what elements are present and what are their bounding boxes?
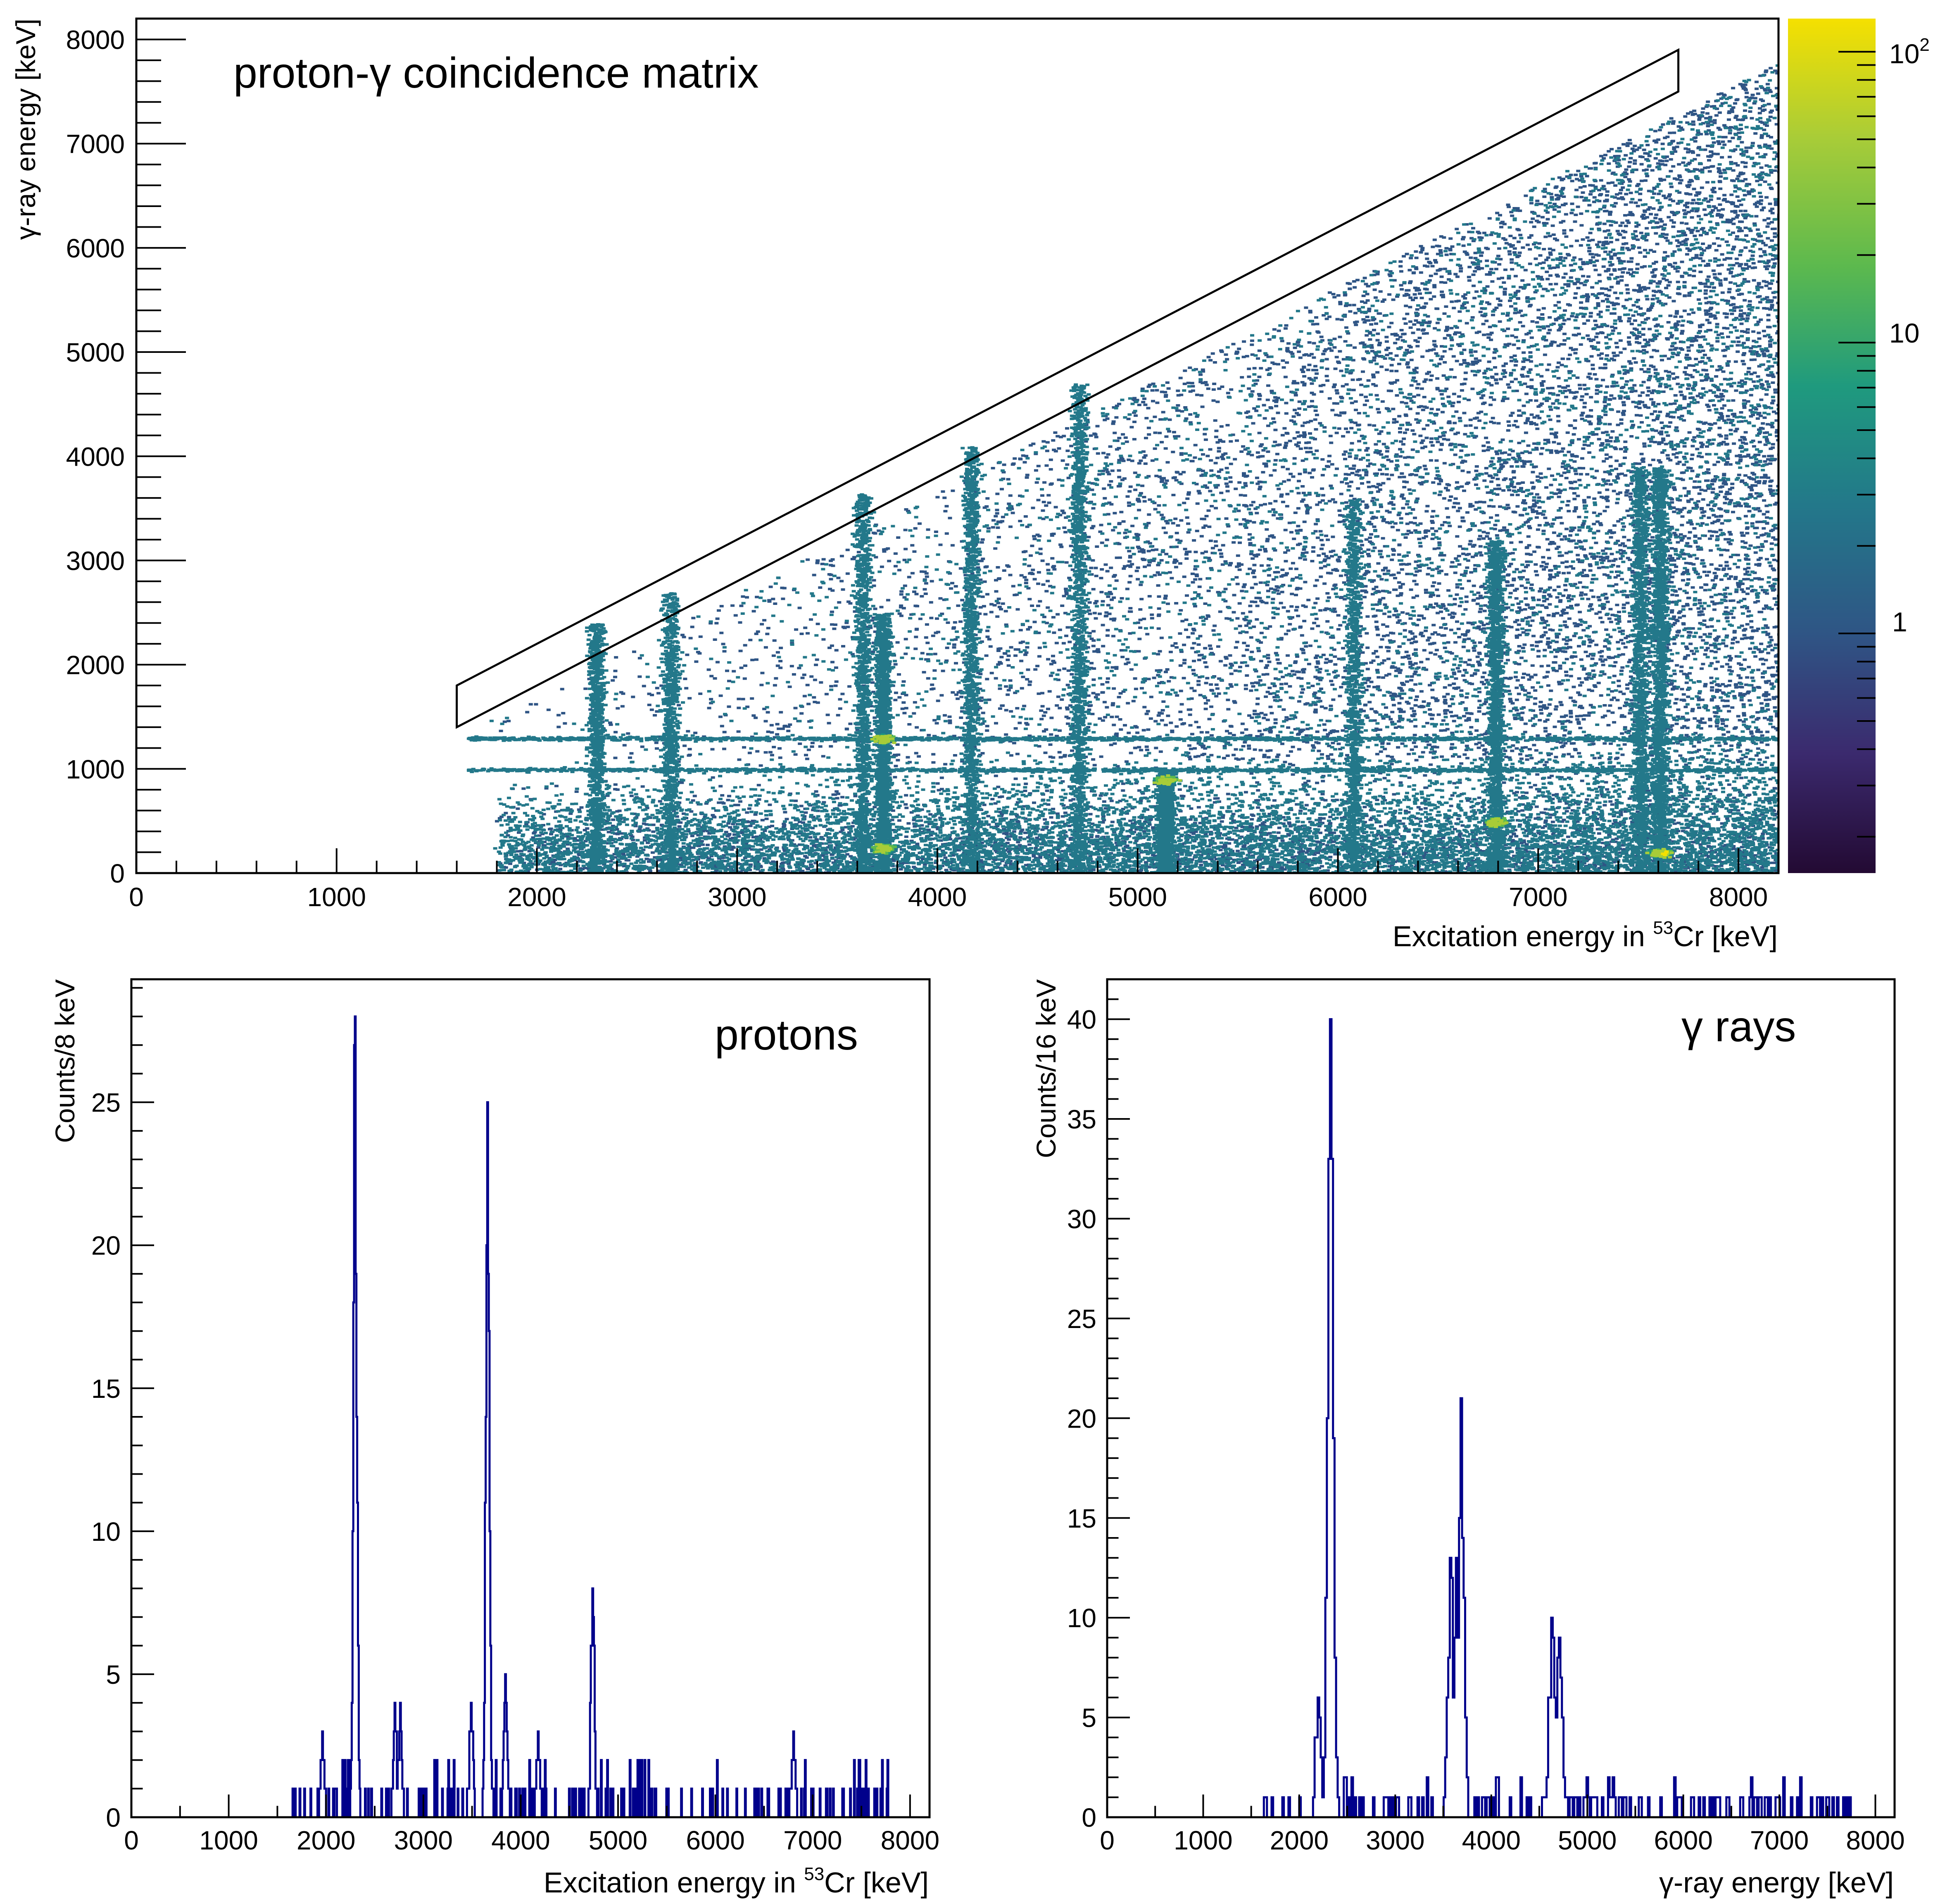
gamma-x-tick-label: 1000 (1174, 1825, 1232, 1855)
matrix-x-tick-label: 2000 (507, 882, 566, 912)
gamma-x-ticks: 0 1000 2000 3000 4000 5000 6000 7000 8000 (1100, 1795, 1905, 1855)
protons-x-tick-label: 2000 (297, 1825, 355, 1855)
matrix-panel: 0 1000 2000 3000 4000 5000 6000 7000 8000 0 1000 2… (10, 17, 1780, 952)
protons-x-label-sup: 53 (804, 1864, 824, 1884)
gamma-x-tick-label: 6000 (1654, 1825, 1712, 1855)
matrix-y-tick-label: 8000 (66, 25, 125, 55)
matrix-y-ticks: 0 1000 2000 3000 4000 5000 6000 7000 8000 (66, 18, 186, 888)
matrix-frame (135, 17, 1780, 874)
gamma-y-tick-label: 40 (1067, 1005, 1096, 1035)
matrix-x-tick-label: 5000 (1108, 882, 1167, 912)
colorbar-label-1: 1 (1892, 607, 1907, 637)
protons-histogram (131, 1015, 891, 1817)
protons-x-tick-label: 1000 (199, 1825, 258, 1855)
matrix-x-ticks: 0 1000 2000 3000 4000 5000 6000 7000 8000 (129, 848, 1779, 912)
colorbar-label-100: 102 (1889, 35, 1930, 69)
gamma-y-tick-label: 20 (1067, 1404, 1096, 1433)
diagonal-gate (456, 48, 1680, 729)
colorbar-label-100-sup: 2 (1919, 35, 1929, 55)
gamma-y-tick-label: 5 (1082, 1703, 1096, 1733)
matrix-x-label-tail: Cr [keV] (1673, 920, 1778, 952)
heatmap-cells (466, 64, 1778, 873)
matrix-x-tick-label: 7000 (1509, 882, 1567, 912)
matrix-y-tick-label: 1000 (66, 754, 125, 784)
matrix-x-tick-label: 1000 (307, 882, 366, 912)
protons-y-tick-label: 0 (106, 1803, 121, 1833)
gamma-x-label: γ-ray energy [keV] (1659, 1866, 1894, 1899)
gamma-x-tick-label: 3000 (1366, 1825, 1424, 1855)
matrix-title: proton-γ coincidence matrix (233, 49, 759, 97)
gamma-y-tick-label: 10 (1067, 1603, 1096, 1633)
matrix-x-tick-label: 3000 (708, 882, 766, 912)
gamma-panel: 0 1000 2000 3000 4000 5000 6000 7000 8000 0 5 10 15… (1031, 978, 1905, 1899)
matrix-y-tick-label: 0 (110, 859, 125, 888)
matrix-x-tick-label: 4000 (908, 882, 967, 912)
matrix-y-tick-label: 4000 (66, 442, 125, 471)
gamma-x-tick-label: 7000 (1750, 1825, 1809, 1855)
colorbar-gradient (1788, 19, 1876, 873)
protons-x-tick-label: 6000 (686, 1825, 744, 1855)
colorbar-label-100-base: 10 (1889, 38, 1919, 69)
protons-x-tick-label: 4000 (491, 1825, 550, 1855)
protons-y-tick-label: 15 (91, 1374, 121, 1404)
protons-x-tick-label: 5000 (589, 1825, 647, 1855)
matrix-x-tick-label: 0 (129, 882, 144, 912)
matrix-x-tick-label: 6000 (1308, 882, 1367, 912)
matrix-x-label: Excitation energy in 53Cr [keV] (1393, 918, 1778, 952)
gamma-x-tick-label: 0 (1100, 1825, 1115, 1855)
matrix-y-tick-label: 2000 (66, 650, 125, 680)
colorbar: 1 10 102 (1788, 19, 1930, 873)
gamma-y-tick-label: 0 (1082, 1803, 1096, 1833)
gamma-panel-label: γ rays (1681, 1003, 1796, 1051)
gamma-frame (1106, 978, 1896, 1818)
gamma-y-ticks: 0 5 10 15 20 25 30 35 40 (1067, 978, 1130, 1833)
matrix-y-tick-label: 5000 (66, 338, 125, 367)
gamma-y-tick-label: 35 (1067, 1104, 1096, 1134)
protons-x-label-tail: Cr [keV] (824, 1866, 929, 1899)
matrix-x-label-sup: 53 (1653, 918, 1673, 938)
protons-y-label: Counts/8 keV (50, 979, 80, 1143)
protons-x-label-main: Excitation energy in (544, 1866, 804, 1899)
protons-x-tick-label: 0 (124, 1825, 139, 1855)
colorbar-label-10: 10 (1889, 318, 1919, 348)
protons-y-tick-label: 25 (91, 1088, 121, 1118)
matrix-x-label-main: Excitation energy in (1393, 920, 1653, 952)
protons-y-tick-label: 20 (91, 1231, 121, 1261)
protons-x-tick-label: 3000 (394, 1825, 453, 1855)
protons-y-tick-label: 5 (106, 1660, 121, 1690)
gamma-y-label: Counts/16 keV (1031, 979, 1061, 1158)
protons-panel-label: protons (715, 1011, 858, 1059)
matrix-y-tick-label: 3000 (66, 546, 125, 576)
protons-frame (130, 978, 931, 1818)
protons-y-ticks: 0 5 10 15 20 25 (91, 987, 154, 1833)
protons-x-tick-label: 7000 (783, 1825, 842, 1855)
matrix-x-tick-label: 8000 (1709, 882, 1768, 912)
gamma-x-tick-label: 2000 (1270, 1825, 1329, 1855)
gamma-x-tick-label: 5000 (1558, 1825, 1617, 1855)
gamma-y-tick-label: 15 (1067, 1504, 1096, 1533)
protons-y-tick-label: 10 (91, 1517, 121, 1547)
matrix-y-label: γ-ray energy [keV] (10, 19, 41, 240)
gamma-x-tick-label: 4000 (1462, 1825, 1521, 1855)
colorbar-ticks (1838, 51, 1876, 838)
protons-x-label: Excitation energy in 53Cr [keV] (544, 1864, 929, 1899)
gamma-x-tick-label: 8000 (1846, 1825, 1904, 1855)
heatmap-cell-group (495, 67, 1778, 873)
heatmap-cell-group (1661, 850, 1669, 856)
protons-panel: 0 1000 2000 3000 4000 5000 6000 7000 8000 0 5 10 15… (50, 978, 939, 1899)
protons-x-tick-label: 8000 (881, 1825, 939, 1855)
gamma-histogram (1107, 1018, 1856, 1817)
matrix-y-tick-label: 6000 (66, 233, 125, 263)
heatmap-cell-group (466, 64, 1778, 873)
matrix-y-tick-label: 7000 (66, 129, 125, 159)
gamma-y-tick-label: 30 (1067, 1204, 1096, 1234)
gamma-y-tick-label: 25 (1067, 1304, 1096, 1334)
protons-x-ticks: 0 1000 2000 3000 4000 5000 6000 7000 8000 (124, 1795, 939, 1855)
